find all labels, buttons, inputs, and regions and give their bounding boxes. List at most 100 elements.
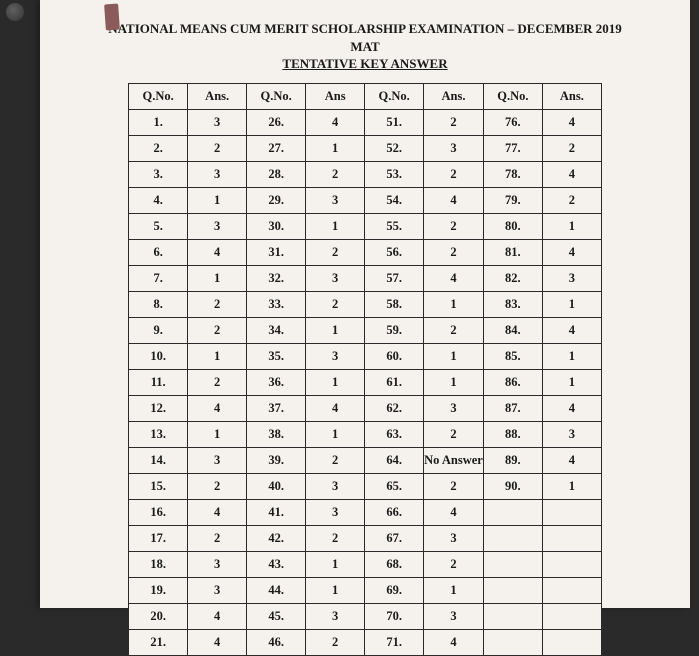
ans-cell: 3 <box>306 265 365 291</box>
col-header: Q.No. <box>483 83 542 109</box>
ans-cell: 2 <box>188 317 247 343</box>
qno-cell: 52. <box>365 135 424 161</box>
ans-cell: 4 <box>542 161 601 187</box>
qno-cell: 6. <box>129 239 188 265</box>
ans-cell: 2 <box>306 161 365 187</box>
ans-cell: 4 <box>424 629 484 655</box>
ans-cell: 1 <box>542 291 601 317</box>
qno-cell: 59. <box>365 317 424 343</box>
ans-cell: 1 <box>306 369 365 395</box>
qno-cell: 14. <box>129 447 188 473</box>
qno-cell: 21. <box>129 629 188 655</box>
qno-cell: 68. <box>365 551 424 577</box>
ans-cell: 2 <box>424 109 484 135</box>
ans-cell: 3 <box>188 161 247 187</box>
col-header: Ans. <box>542 83 601 109</box>
qno-cell: 84. <box>483 317 542 343</box>
qno-cell: 57. <box>365 265 424 291</box>
ans-cell: 2 <box>188 525 247 551</box>
table-row: 10.135.360.185.1 <box>129 343 602 369</box>
ans-cell: 3 <box>188 551 247 577</box>
table-row: 14.339.264.No Answer89.4 <box>129 447 602 473</box>
qno-cell: 40. <box>247 473 306 499</box>
qno-cell: 64. <box>365 447 424 473</box>
qno-cell: 18. <box>129 551 188 577</box>
document-page: NATIONAL MEANS CUM MERIT SCHOLARSHIP EXA… <box>40 0 690 608</box>
qno-cell: 43. <box>247 551 306 577</box>
ans-cell: 3 <box>424 603 484 629</box>
ans-cell: 2 <box>424 421 484 447</box>
qno-cell: 67. <box>365 525 424 551</box>
qno-cell: 61. <box>365 369 424 395</box>
ans-cell: 3 <box>424 395 484 421</box>
table-row: 3.328.253.278.4 <box>129 161 602 187</box>
ans-cell: 1 <box>306 421 365 447</box>
qno-cell: 7. <box>129 265 188 291</box>
ans-cell: 2 <box>424 161 484 187</box>
qno-cell: 76. <box>483 109 542 135</box>
qno-cell: 16. <box>129 499 188 525</box>
table-row: 9.234.159.284.4 <box>129 317 602 343</box>
ans-cell: 3 <box>188 447 247 473</box>
qno-cell: 63. <box>365 421 424 447</box>
document-header: NATIONAL MEANS CUM MERIT SCHOLARSHIP EXA… <box>40 20 690 73</box>
qno-cell: 1. <box>129 109 188 135</box>
qno-cell: 82. <box>483 265 542 291</box>
qno-cell: 78. <box>483 161 542 187</box>
ans-cell: 3 <box>542 265 601 291</box>
ans-cell: 1 <box>188 421 247 447</box>
qno-cell: 19. <box>129 577 188 603</box>
ans-cell <box>542 629 601 655</box>
qno-cell: 28. <box>247 161 306 187</box>
col-header: Ans. <box>424 83 484 109</box>
ans-cell: 4 <box>424 187 484 213</box>
ans-cell: 2 <box>542 187 601 213</box>
ans-cell: 4 <box>542 317 601 343</box>
ans-cell: 3 <box>306 499 365 525</box>
ans-cell: 1 <box>542 213 601 239</box>
ans-cell: 4 <box>188 239 247 265</box>
table-row: 21.446.271.4 <box>129 629 602 655</box>
qno-cell <box>483 603 542 629</box>
table-row: 5.330.155.280.1 <box>129 213 602 239</box>
qno-cell: 17. <box>129 525 188 551</box>
ans-cell: 2 <box>306 447 365 473</box>
ans-cell: 2 <box>424 551 484 577</box>
table-row: 1.326.451.276.4 <box>129 109 602 135</box>
ans-cell: 1 <box>188 343 247 369</box>
ans-cell <box>542 603 601 629</box>
ans-cell: 1 <box>306 551 365 577</box>
table-row: 11.236.161.186.1 <box>129 369 602 395</box>
qno-cell: 46. <box>247 629 306 655</box>
qno-cell: 11. <box>129 369 188 395</box>
ans-cell: 1 <box>306 213 365 239</box>
ans-cell: 1 <box>306 317 365 343</box>
qno-cell: 9. <box>129 317 188 343</box>
qno-cell: 83. <box>483 291 542 317</box>
header-title-line1: NATIONAL MEANS CUM MERIT SCHOLARSHIP EXA… <box>40 20 690 38</box>
table-row: 17.242.267.3 <box>129 525 602 551</box>
qno-cell: 88. <box>483 421 542 447</box>
ans-cell: 4 <box>542 447 601 473</box>
qno-cell: 36. <box>247 369 306 395</box>
table-row: 16.441.366.4 <box>129 499 602 525</box>
ans-cell <box>542 499 601 525</box>
ans-cell: 3 <box>424 525 484 551</box>
qno-cell: 62. <box>365 395 424 421</box>
ans-cell <box>542 525 601 551</box>
qno-cell: 86. <box>483 369 542 395</box>
ans-cell: 2 <box>424 473 484 499</box>
table-row: 12.437.462.387.4 <box>129 395 602 421</box>
ans-cell: 2 <box>188 473 247 499</box>
qno-cell: 12. <box>129 395 188 421</box>
ans-cell: 1 <box>424 291 484 317</box>
qno-cell: 89. <box>483 447 542 473</box>
ans-cell: 2 <box>306 629 365 655</box>
header-title-line3: TENTATIVE KEY ANSWER <box>40 55 690 73</box>
ans-cell: 4 <box>542 109 601 135</box>
qno-cell: 44. <box>247 577 306 603</box>
ans-cell: 3 <box>424 135 484 161</box>
ans-cell: 2 <box>424 213 484 239</box>
qno-cell: 26. <box>247 109 306 135</box>
qno-cell: 51. <box>365 109 424 135</box>
